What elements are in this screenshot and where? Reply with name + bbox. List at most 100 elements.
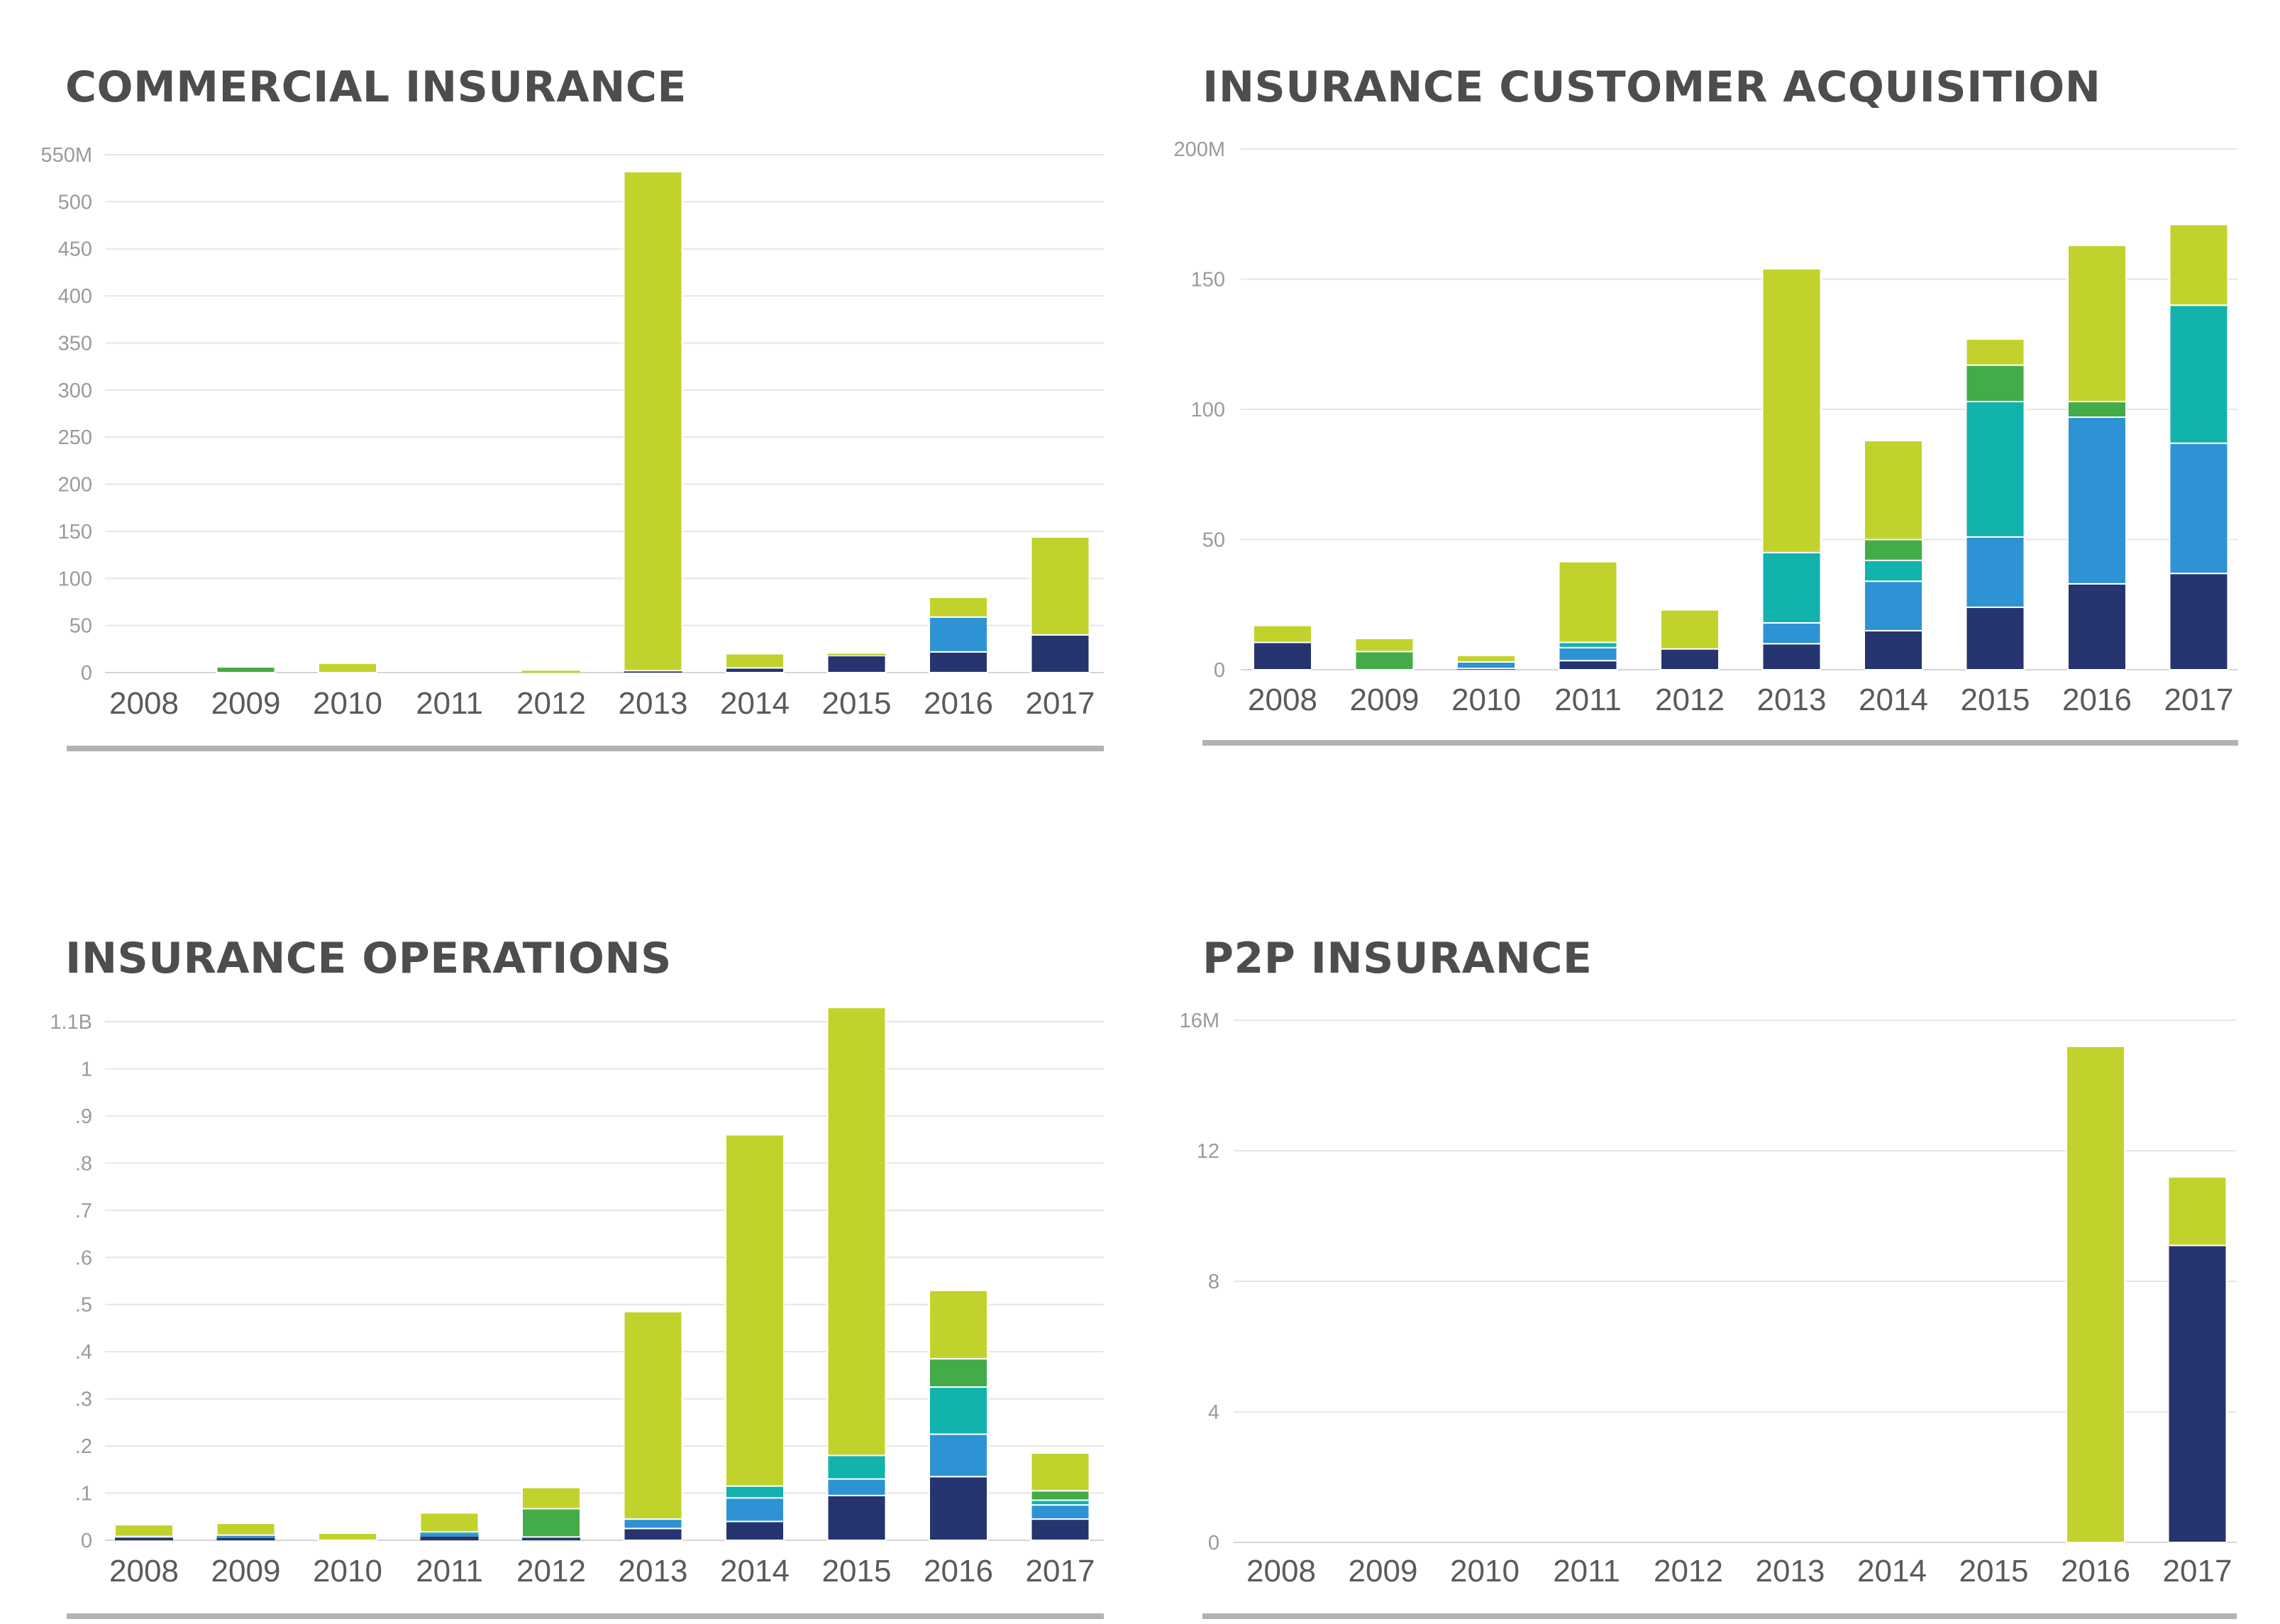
- bar-segment-blue: [1965, 536, 2025, 608]
- bar-segment-blue: [216, 1535, 275, 1538]
- bar-segment-lime: [1354, 637, 1415, 653]
- bar-segment-blue: [1558, 646, 1618, 662]
- bar-segment-navy: [826, 1494, 887, 1541]
- x-tick-label: 2009: [211, 686, 281, 721]
- y-tick-label: 50: [70, 615, 92, 638]
- y-tick-label: 4: [1208, 1401, 1219, 1424]
- x-tick-label: 2015: [1961, 683, 2030, 717]
- insurance-operations-chart: 1.1B 1 .9 .8 .7 .6 .5 .4 .3 .2 .1 0 2008 2009 2010 2011…: [50, 1007, 1104, 1619]
- bar-segment-lime: [1965, 338, 2025, 366]
- bar-segment-green: [929, 1358, 988, 1388]
- bar-segment-navy: [1660, 648, 1720, 671]
- y-tick-label: 150: [58, 521, 92, 543]
- bar-segment-lime: [1864, 440, 1923, 541]
- x-tick-label: 2014: [720, 686, 790, 721]
- bar-segment-green: [2067, 400, 2127, 419]
- chart-title: INSURANCE CUSTOMER ACQUISITION: [1202, 62, 2101, 112]
- x-tick-label: 2009: [1349, 1554, 1418, 1589]
- bar-segment-lime: [2167, 1176, 2228, 1247]
- y-tick-label: 350: [58, 332, 92, 355]
- y-tick-label: 200M: [1173, 138, 1225, 161]
- bar-segment-lime: [1030, 1452, 1090, 1492]
- y-tick-label: 8: [1208, 1271, 1219, 1293]
- x-tick-label: 2017: [1026, 1554, 1095, 1589]
- bar-segment-navy: [216, 1537, 275, 1540]
- bar-segment-navy: [1864, 629, 1923, 671]
- bar-segment-lime: [1456, 654, 1516, 663]
- x-tick-label: 2008: [109, 686, 179, 721]
- bar-segment-navy: [2167, 1244, 2228, 1544]
- y-tick-label: 550M: [40, 144, 92, 167]
- bar-segment-lime: [318, 1532, 377, 1541]
- panel-insurance-operations: INSURANCE OPERATIONS 1.1B 1 .9 .8 .7 .6 .5 .4 .3…: [0, 812, 1140, 1624]
- bar-segment-lime: [725, 653, 785, 669]
- x-tick-label: 2014: [1859, 683, 1928, 717]
- panel-commercial-insurance: COMMERCIAL INSURANCE 550M 500 450 400 350 300…: [0, 0, 1140, 812]
- x-tick-label: 2014: [1857, 1554, 1927, 1589]
- x-tick-label: 2017: [2163, 1554, 2232, 1589]
- y-tick-label: .4: [75, 1341, 92, 1364]
- x-tick-label: 2016: [924, 1554, 993, 1589]
- bar-segment-navy: [623, 1528, 683, 1541]
- bar-segment-navy: [1030, 634, 1090, 674]
- bar-segment-navy: [1253, 641, 1312, 671]
- bar-segment-teal: [826, 1454, 887, 1480]
- bar-segment-navy: [624, 670, 682, 673]
- bar-segment-navy: [929, 651, 988, 673]
- y-tick-label: 500: [58, 191, 92, 214]
- bar-segment-green: [1354, 651, 1415, 670]
- y-tick-label: 1: [81, 1058, 92, 1081]
- x-tick-label: 2012: [516, 686, 586, 721]
- bar-segment-lime: [929, 596, 988, 618]
- y-tick-label: .9: [75, 1105, 92, 1128]
- x-tick-label: 2013: [1756, 1554, 1825, 1589]
- x-tick-label: 2011: [1554, 683, 1622, 717]
- bar-segment-lime: [623, 170, 683, 672]
- bar-segment-lime: [1558, 560, 1618, 643]
- bar-segment-lime: [1030, 536, 1090, 636]
- x-tick-label: 2011: [416, 1554, 483, 1589]
- bar-segment-lime: [2169, 223, 2229, 306]
- bar-segment-lime: [419, 1512, 480, 1533]
- x-tick-label: 2010: [313, 686, 382, 721]
- bar-segment-lime: [1253, 624, 1312, 643]
- bar-segment-lime: [522, 670, 580, 673]
- x-tick-label: 2008: [1248, 683, 1317, 717]
- bar-segment-blue: [1761, 622, 1822, 645]
- y-tick-label: 450: [58, 238, 92, 261]
- bar-segment-lime: [725, 1134, 785, 1487]
- bar-segment-navy: [826, 655, 887, 673]
- bar-segment-navy: [522, 1537, 580, 1540]
- bar-segment-navy: [929, 1476, 988, 1542]
- bar-segment-blue: [725, 1497, 785, 1523]
- x-tick-label: 2008: [1246, 1554, 1316, 1589]
- y-tick-label: 0: [1214, 659, 1225, 682]
- bar-segment-teal: [929, 1386, 988, 1435]
- bar-segment-blue: [929, 616, 988, 653]
- bar-segment-blue: [826, 1478, 887, 1496]
- y-tick-label: 300: [58, 380, 92, 402]
- bar-segment-lime: [826, 1007, 887, 1457]
- bar-segment-blue: [1456, 661, 1516, 670]
- bar-segment-lime: [521, 1486, 581, 1510]
- y-tick-label: .5: [75, 1294, 92, 1317]
- bar-segment-teal: [1761, 551, 1822, 624]
- x-tick-label: 2014: [720, 1554, 790, 1589]
- x-tick-label: 2017: [2164, 683, 2234, 717]
- y-tick-label: 0: [81, 662, 92, 685]
- y-tick-label: 0: [81, 1530, 92, 1552]
- x-tick-label: 2009: [1350, 683, 1420, 717]
- x-tick-label: 2015: [1959, 1554, 2029, 1589]
- x-tick-label: 2015: [822, 686, 892, 721]
- x-tick-label: 2010: [1451, 683, 1521, 717]
- bar-segment-blue: [623, 1518, 683, 1530]
- panel-p2p-insurance: P2P INSURANCE 16M 12 8 4 0 2008 2009 2010 2011 20…: [1140, 812, 2280, 1624]
- x-tick-label: 2016: [2062, 683, 2132, 717]
- y-tick-label: 100: [1191, 399, 1225, 421]
- x-tick-label: 2017: [1026, 686, 1095, 721]
- y-tick-label: 400: [58, 285, 92, 308]
- bar-segment-lime: [1660, 609, 1720, 650]
- bar-segment-navy: [2169, 573, 2229, 671]
- bar-segment-lime: [929, 1289, 988, 1360]
